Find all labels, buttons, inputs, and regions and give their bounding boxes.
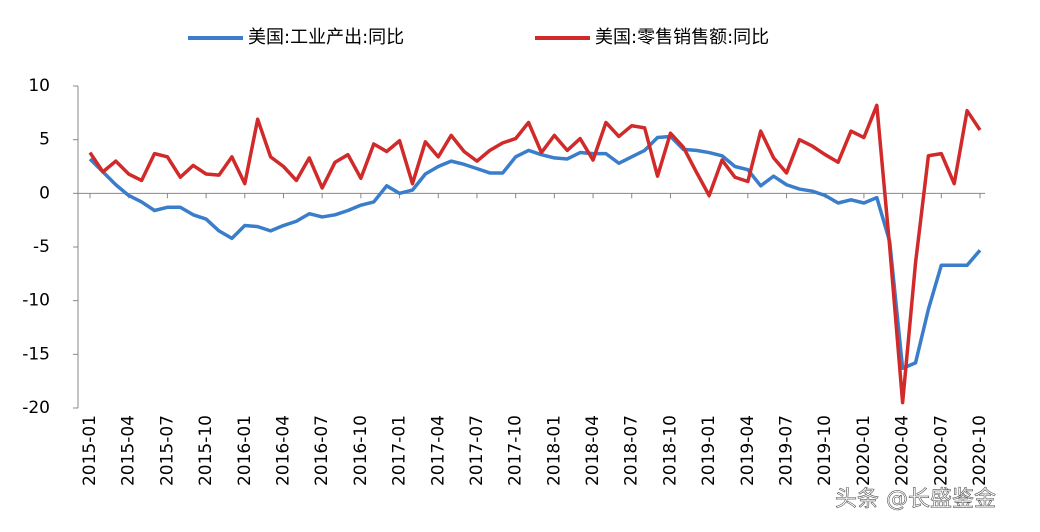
x-tick-label: 2015-10	[196, 415, 216, 486]
x-tick-label: 2015-01	[80, 415, 100, 486]
x-tick-label: 2019-07	[777, 415, 797, 486]
legend-label: 美国:零售销售额:同比	[595, 27, 769, 48]
x-tick-label: 2019-10	[815, 415, 835, 486]
x-tick-label: 2020-10	[970, 415, 990, 486]
x-tick-label: 2017-10	[506, 415, 526, 486]
x-tick-label: 2017-07	[467, 415, 487, 486]
x-tick-label: 2016-04	[273, 415, 293, 486]
y-tick-label: -20	[22, 398, 50, 418]
x-tick-label: 2019-04	[738, 415, 758, 486]
x-tick-label: 2018-07	[622, 415, 642, 486]
x-tick-label: 2016-01	[235, 415, 255, 486]
series-line	[88, 103, 982, 405]
x-tick-label: 2017-01	[390, 415, 410, 486]
y-tick-label: 5	[39, 130, 50, 150]
x-tick-label: 2020-07	[931, 415, 951, 486]
y-tick-label: 0	[39, 183, 50, 203]
x-tick-label: 2020-01	[854, 415, 874, 486]
x-tick-label: 2019-01	[699, 415, 719, 486]
y-tick-label: -15	[22, 344, 50, 364]
legend-label: 美国:工业产出:同比	[248, 27, 404, 48]
series-line	[88, 134, 982, 371]
y-tick-label: -10	[22, 291, 50, 311]
watermark: 头条 @长盛鉴金	[835, 487, 996, 512]
y-tick-label: -5	[33, 237, 50, 257]
x-tick-label: 2016-10	[351, 415, 371, 486]
x-tick-label: 2016-07	[312, 415, 332, 486]
x-tick-label: 2015-07	[157, 415, 177, 486]
x-tick-label: 2017-04	[428, 415, 448, 486]
x-tick-label: 2015-04	[119, 415, 139, 486]
x-tick-label: 2018-01	[544, 415, 564, 486]
x-tick-label: 2018-10	[660, 415, 680, 486]
x-tick-label: 2018-04	[583, 415, 603, 486]
x-tick-label: 2020-04	[893, 415, 913, 486]
y-tick-label: 10	[28, 76, 50, 96]
